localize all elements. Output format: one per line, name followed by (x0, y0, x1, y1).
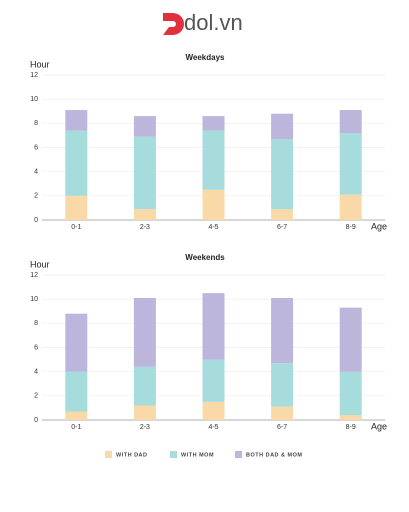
bar-segment (271, 406, 294, 420)
bar-segment (339, 110, 362, 133)
x-tick-label: 8-9 (346, 424, 356, 431)
bar-segment (339, 194, 362, 220)
chart-title: Weekdays (186, 53, 226, 62)
x-tick-label: 2-3 (140, 424, 150, 431)
bar-segment (133, 405, 156, 420)
bar-segment (202, 189, 225, 220)
bar-segment (202, 359, 225, 402)
bar-segment (65, 110, 88, 131)
bar-segment (271, 209, 294, 220)
series (65, 189, 362, 220)
y-tick-label: 8 (34, 320, 38, 327)
bar-segment (65, 313, 88, 372)
series (65, 130, 362, 210)
x-tick-label: 6-7 (277, 424, 287, 431)
bar-segment (133, 366, 156, 406)
legend-swatch (170, 451, 177, 458)
bar-segment (202, 293, 225, 360)
bar-segment (339, 415, 362, 420)
y-tick-label: 10 (30, 96, 38, 103)
logo-text: dol.vn (184, 10, 243, 35)
y-tick-label: 6 (34, 144, 38, 151)
bar-segment (271, 363, 294, 407)
y-tick-label: 0 (34, 217, 38, 224)
bar-segment (271, 297, 294, 364)
series (65, 359, 362, 416)
y-tick-label: 4 (34, 369, 38, 376)
legend-swatch (235, 451, 242, 458)
x-axis-title: Age (371, 221, 387, 231)
x-tick-label: 6-7 (277, 224, 287, 231)
bar-segment (202, 116, 225, 131)
bar-segment (339, 371, 362, 416)
bar-segment (133, 297, 156, 367)
bar-segment (65, 411, 88, 420)
bar-segment (271, 113, 294, 140)
legend-label: WITH MOM (181, 452, 214, 458)
x-tick-label: 4-5 (208, 224, 218, 231)
logo: dol.vn (163, 10, 243, 35)
bar-segment (202, 401, 225, 420)
x-tick-label: 2-3 (140, 224, 150, 231)
bar-segment (202, 130, 225, 190)
bar-segment (65, 371, 88, 412)
series (65, 401, 362, 420)
y-tick-label: 0 (34, 417, 38, 424)
y-axis-title: Hour (30, 259, 50, 269)
legend-label: BOTH DAD & MOM (246, 452, 303, 458)
bar-segment (271, 139, 294, 210)
y-tick-label: 2 (34, 193, 38, 200)
bar-segment (65, 195, 88, 220)
bar-segment (133, 116, 156, 137)
x-axis-title: Age (371, 421, 387, 431)
y-tick-label: 12 (30, 72, 38, 79)
x-tick-label: 8-9 (346, 224, 356, 231)
x-tick-label: 4-5 (208, 424, 218, 431)
bar-segment (339, 307, 362, 372)
series (65, 110, 362, 140)
y-tick-label: 6 (34, 344, 38, 351)
bar-segment (133, 209, 156, 220)
legend-label: WITH DAD (116, 452, 148, 458)
legend-swatch (105, 451, 112, 458)
chart-title: Weekends (185, 253, 225, 262)
y-tick-label: 12 (30, 272, 38, 279)
y-tick-label: 4 (34, 169, 38, 176)
y-axis-title: Hour (30, 59, 50, 69)
bar-segment (133, 136, 156, 210)
y-tick-label: 8 (34, 120, 38, 127)
bar-segment (65, 130, 88, 196)
bar-segment (339, 133, 362, 195)
logo-icon (163, 13, 184, 35)
x-tick-label: 0-1 (71, 224, 81, 231)
x-tick-label: 0-1 (71, 424, 81, 431)
y-tick-label: 2 (34, 393, 38, 400)
y-tick-label: 10 (30, 296, 38, 303)
series (65, 293, 362, 372)
